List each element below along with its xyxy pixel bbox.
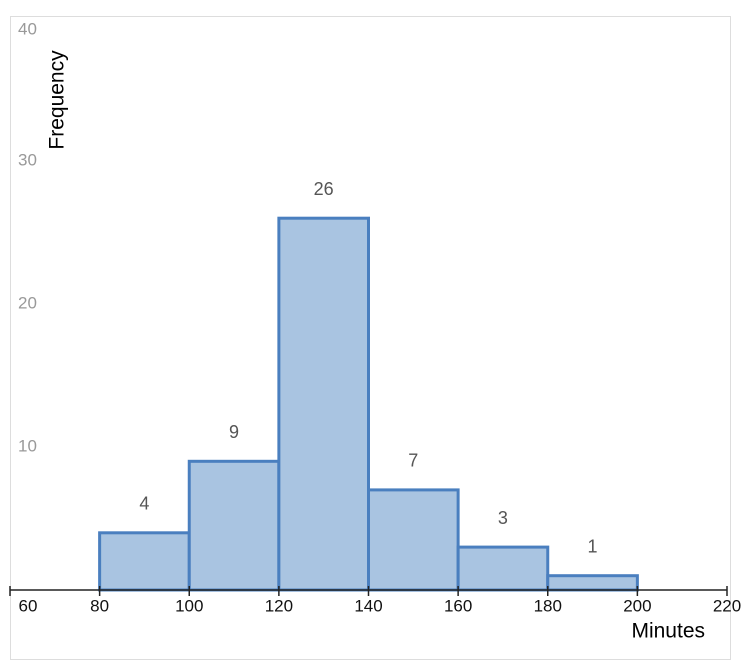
bar	[277, 216, 370, 592]
data-label: 26	[314, 179, 334, 199]
bar	[98, 531, 191, 592]
plot-frame	[10, 16, 731, 660]
x-axis-title: Minutes	[631, 620, 705, 643]
x-tick-label: 200	[623, 596, 651, 615]
x-tick-label: 80	[90, 596, 109, 615]
x-tick-label: 220	[713, 596, 741, 615]
x-tick-label: 100	[175, 596, 203, 615]
x-tick-label: 60	[19, 596, 38, 615]
x-tick-label: 160	[444, 596, 472, 615]
x-tick-label: 120	[265, 596, 293, 615]
bar	[367, 488, 460, 592]
data-label: 9	[229, 422, 239, 442]
y-tick-label: 20	[18, 293, 37, 312]
x-tick-label: 180	[534, 596, 562, 615]
x-tick-label: 140	[354, 596, 382, 615]
y-tick-label: 10	[18, 436, 37, 455]
y-tick-label: 30	[18, 150, 37, 169]
y-axis-title: Frequency	[46, 50, 69, 150]
bar	[546, 574, 639, 592]
data-label: 4	[139, 494, 149, 514]
y-tick-label: 40	[18, 19, 37, 38]
bar	[187, 459, 281, 592]
bar	[456, 545, 550, 592]
data-label: 7	[408, 451, 418, 471]
data-label: 3	[498, 508, 508, 528]
data-label: 1	[588, 536, 598, 556]
